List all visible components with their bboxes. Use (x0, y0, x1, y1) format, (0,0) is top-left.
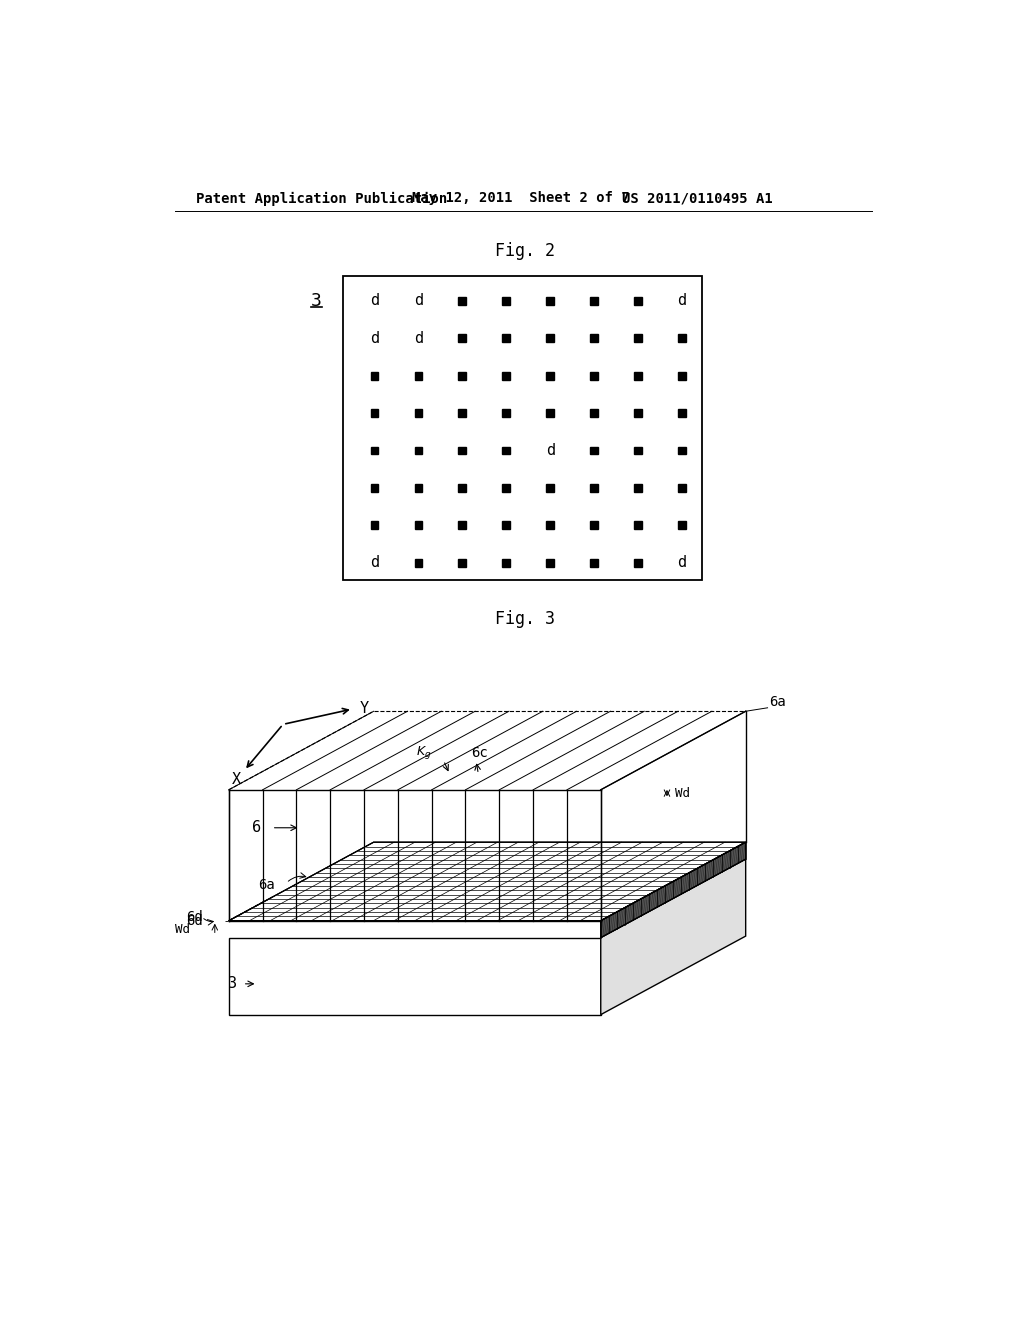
Bar (678, 446, 686, 454)
Bar (415, 558, 422, 566)
Bar (547, 521, 554, 529)
Bar (591, 409, 598, 417)
Bar (415, 446, 422, 454)
Bar (591, 558, 598, 566)
Text: d: d (546, 444, 555, 458)
Bar (503, 484, 510, 492)
Text: 6d: 6d (186, 913, 203, 928)
Bar (547, 484, 554, 492)
Bar (459, 446, 466, 454)
Text: 3: 3 (228, 977, 238, 991)
Bar (459, 297, 466, 305)
Bar (634, 372, 642, 380)
Bar (678, 484, 686, 492)
Bar (678, 521, 686, 529)
Text: Wd: Wd (175, 923, 190, 936)
Text: d: d (678, 556, 687, 570)
Text: 6a: 6a (258, 878, 275, 892)
Text: d: d (370, 331, 379, 346)
Bar (634, 558, 642, 566)
Bar (415, 484, 422, 492)
Bar (591, 372, 598, 380)
Bar (503, 372, 510, 380)
Bar (371, 484, 378, 492)
Bar (503, 409, 510, 417)
Bar (371, 521, 378, 529)
Bar (503, 334, 510, 342)
Bar (678, 409, 686, 417)
Text: Patent Application Publication: Patent Application Publication (197, 191, 447, 206)
Text: d: d (370, 293, 379, 309)
Bar (459, 334, 466, 342)
Bar (591, 521, 598, 529)
Text: d: d (370, 556, 379, 570)
Text: Fig. 2: Fig. 2 (495, 242, 555, 260)
Polygon shape (601, 842, 745, 937)
Bar (634, 409, 642, 417)
Bar (503, 521, 510, 529)
Text: May 12, 2011  Sheet 2 of 7: May 12, 2011 Sheet 2 of 7 (413, 191, 630, 206)
Bar (343, 276, 701, 579)
Polygon shape (601, 859, 745, 1015)
Bar (547, 334, 554, 342)
Text: X: X (232, 772, 241, 787)
Bar (591, 484, 598, 492)
Bar (547, 409, 554, 417)
Bar (371, 409, 378, 417)
Text: 6: 6 (252, 820, 261, 836)
Bar (591, 446, 598, 454)
Bar (503, 446, 510, 454)
Bar (634, 484, 642, 492)
Bar (459, 372, 466, 380)
Text: Fig. 3: Fig. 3 (495, 610, 555, 628)
Bar (371, 446, 378, 454)
Bar (459, 409, 466, 417)
Bar (459, 558, 466, 566)
Text: 6d: 6d (186, 909, 203, 924)
Text: d: d (678, 293, 687, 309)
Text: d: d (414, 331, 423, 346)
Bar (634, 297, 642, 305)
Text: Y: Y (359, 701, 369, 717)
Text: d: d (414, 293, 423, 309)
Bar (415, 409, 422, 417)
Text: 3: 3 (311, 292, 322, 310)
Text: Wd: Wd (675, 787, 690, 800)
Polygon shape (228, 937, 601, 1015)
Bar (634, 521, 642, 529)
Bar (591, 334, 598, 342)
Bar (503, 297, 510, 305)
Bar (415, 372, 422, 380)
Bar (678, 334, 686, 342)
Bar (678, 372, 686, 380)
Bar (547, 558, 554, 566)
Bar (459, 484, 466, 492)
Text: 6c: 6c (471, 746, 487, 760)
Bar (371, 372, 378, 380)
Bar (415, 521, 422, 529)
Bar (547, 297, 554, 305)
Bar (634, 446, 642, 454)
Bar (503, 558, 510, 566)
Bar (459, 521, 466, 529)
Polygon shape (228, 842, 745, 921)
Text: $K_g$: $K_g$ (417, 744, 432, 762)
Bar (634, 334, 642, 342)
Bar (591, 297, 598, 305)
Text: 6a: 6a (769, 696, 785, 709)
Text: US 2011/0110495 A1: US 2011/0110495 A1 (623, 191, 773, 206)
Bar (547, 372, 554, 380)
